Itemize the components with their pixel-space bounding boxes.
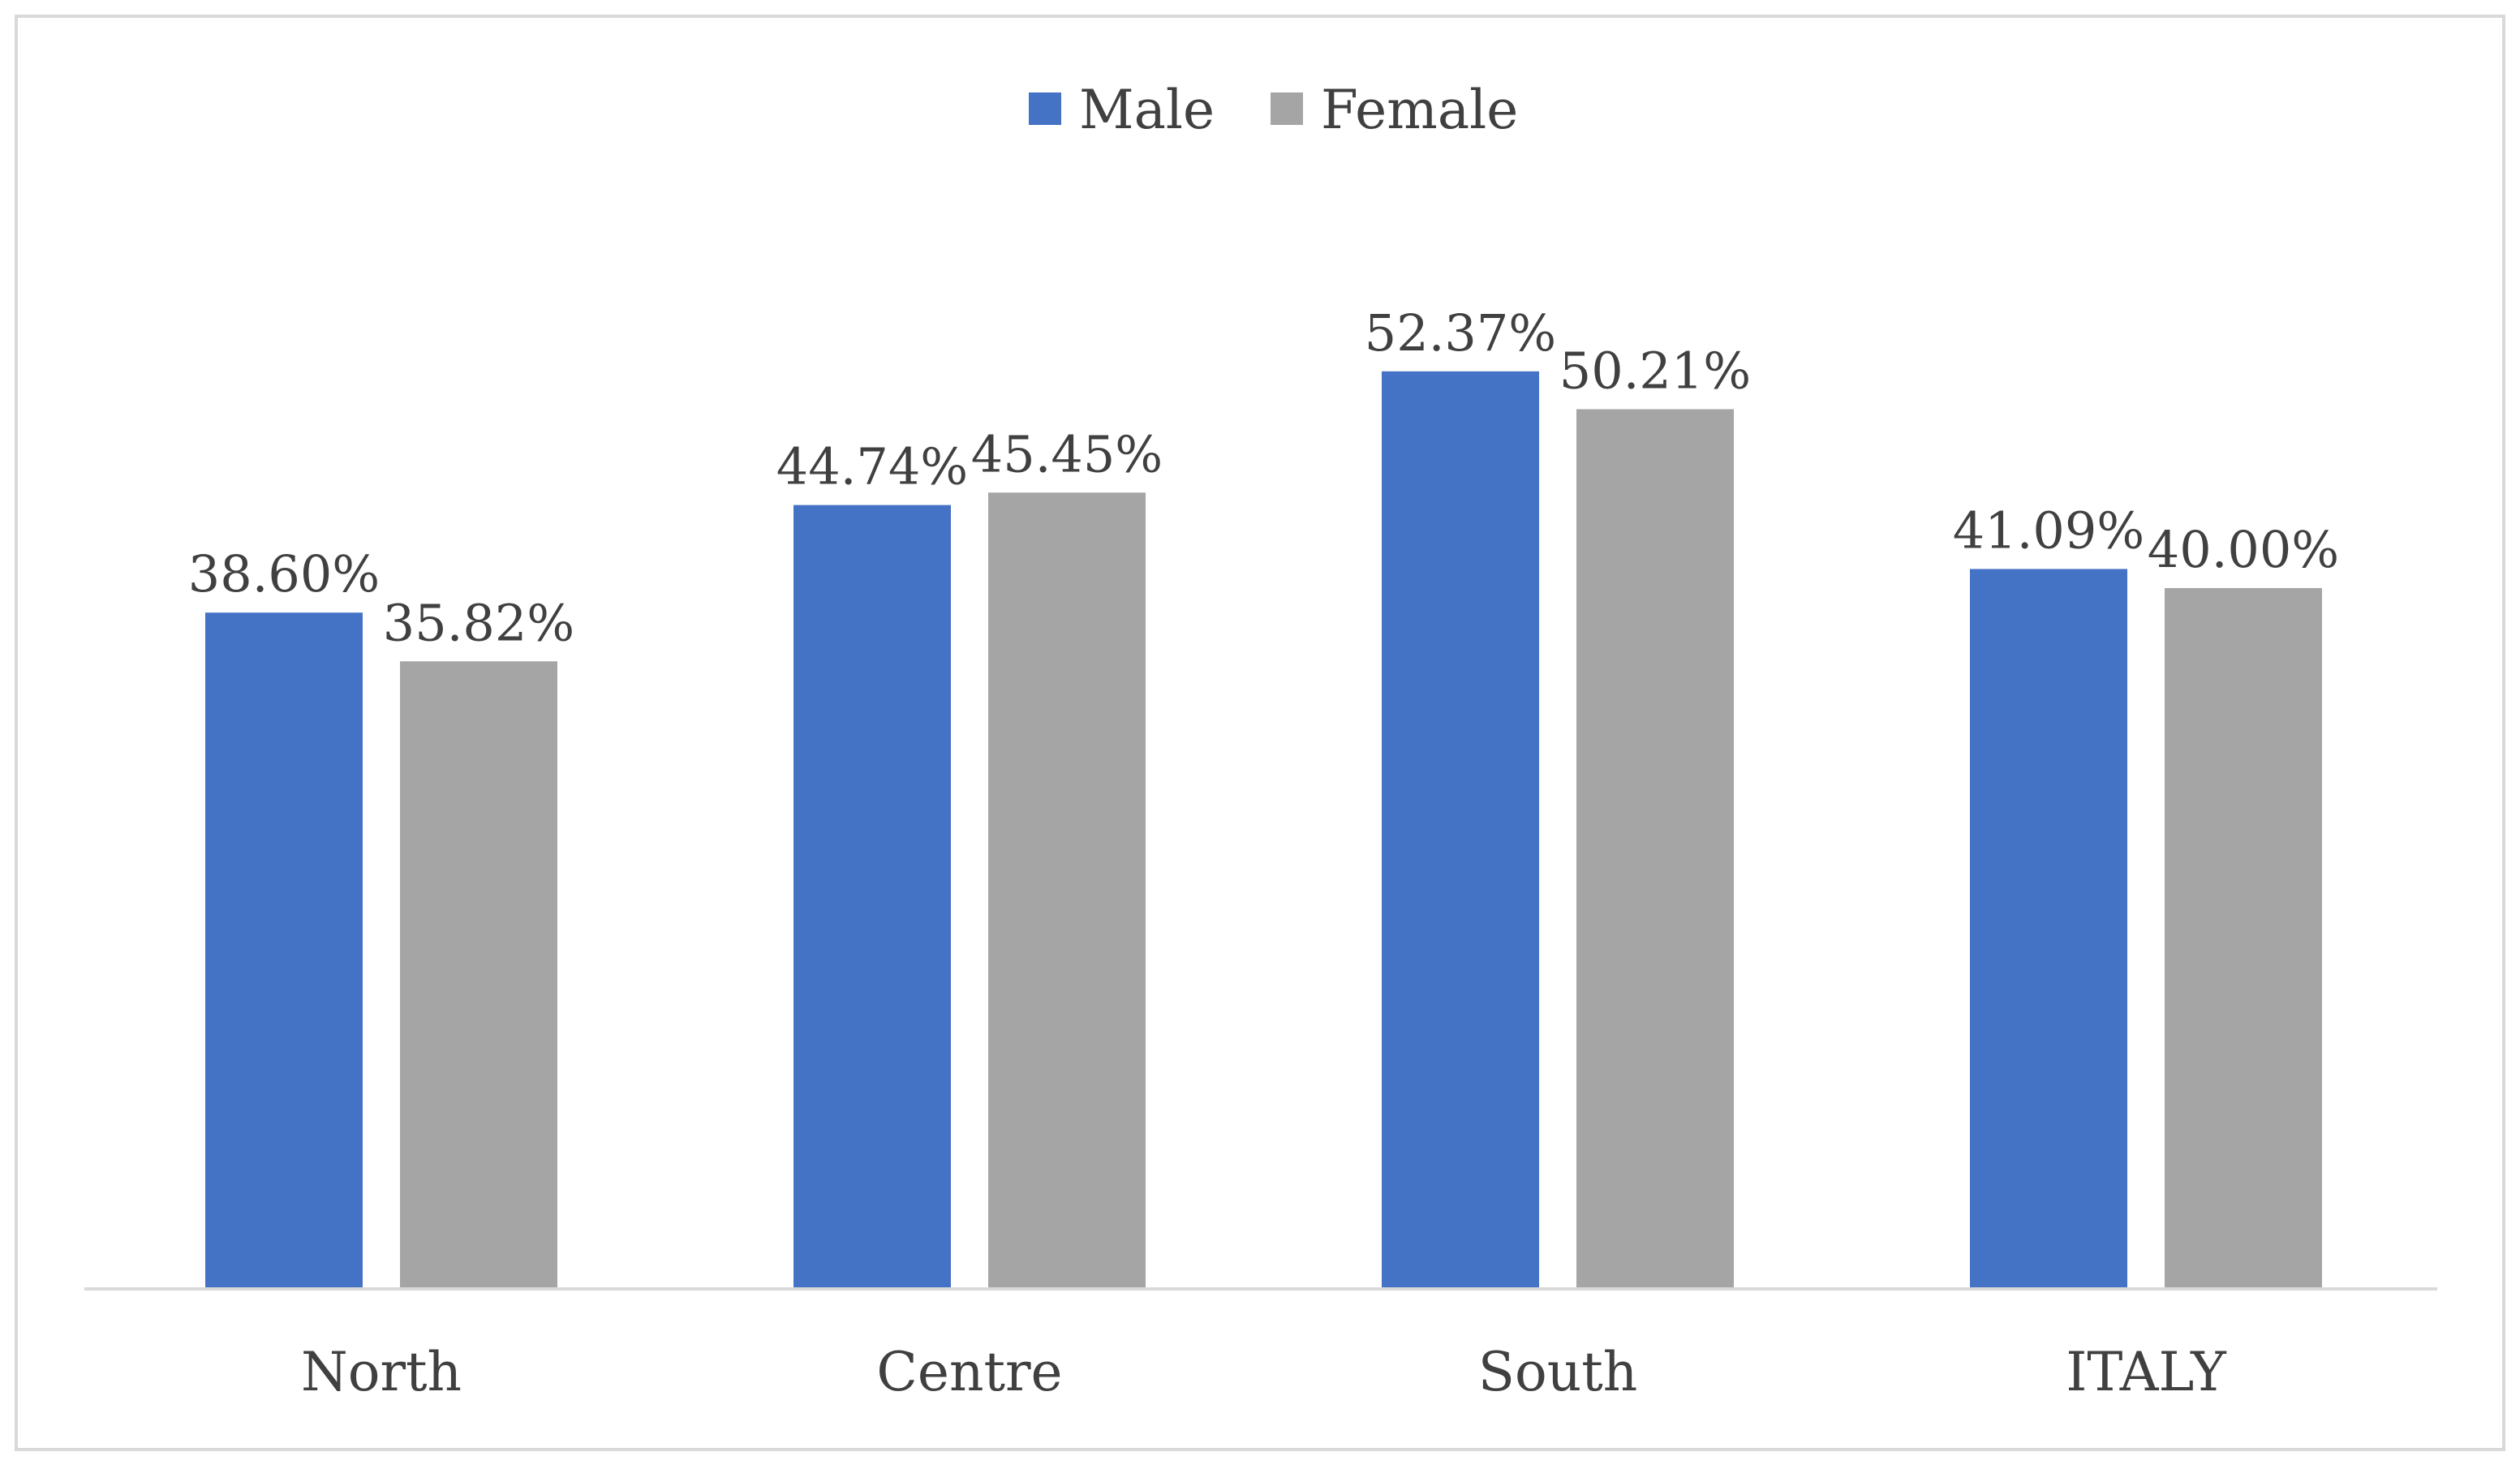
bar-male-north <box>205 612 363 1289</box>
bar-male-south <box>1382 371 1539 1290</box>
legend-swatch-female <box>1271 92 1303 125</box>
bar-female-south <box>1576 409 1734 1289</box>
category-labels-group: North Centre South ITALY <box>301 1341 2227 1403</box>
legend: Male Female <box>1029 79 1518 141</box>
bars-group <box>205 371 2322 1290</box>
bar-male-centre <box>793 505 951 1289</box>
legend-label-female: Female <box>1321 79 1518 141</box>
category-label-north: North <box>301 1341 462 1403</box>
bar-female-north <box>400 661 557 1289</box>
category-label-italy: ITALY <box>2066 1341 2227 1403</box>
data-label-female-centre: 45.45% <box>971 424 1163 483</box>
data-label-male-italy: 41.09% <box>1953 500 2144 560</box>
data-labels-group: 38.60%35.82% 44.74% 45.45% 52.37%50.21% 41.0… <box>188 303 2339 652</box>
legend-label-male: Male <box>1079 79 1215 141</box>
data-label-male-north: 38.60% <box>188 544 380 603</box>
legend-swatch-male <box>1029 92 1061 125</box>
data-label-male-centre: 44.74% <box>776 437 968 496</box>
data-label-female-south: 50.21% <box>1559 341 1751 400</box>
bar-male-italy <box>1970 569 2127 1289</box>
category-label-centre: Centre <box>876 1341 1062 1403</box>
category-label-south: South <box>1478 1341 1638 1403</box>
data-label-female-north: 35.82% <box>383 593 574 652</box>
data-label-female-italy: 40.00% <box>2148 520 2339 579</box>
bar-female-centre <box>988 492 1146 1289</box>
bar-female-italy <box>2165 588 2322 1289</box>
data-label-male-south: 52.37% <box>1365 303 1556 363</box>
chart-border <box>15 15 2505 1451</box>
